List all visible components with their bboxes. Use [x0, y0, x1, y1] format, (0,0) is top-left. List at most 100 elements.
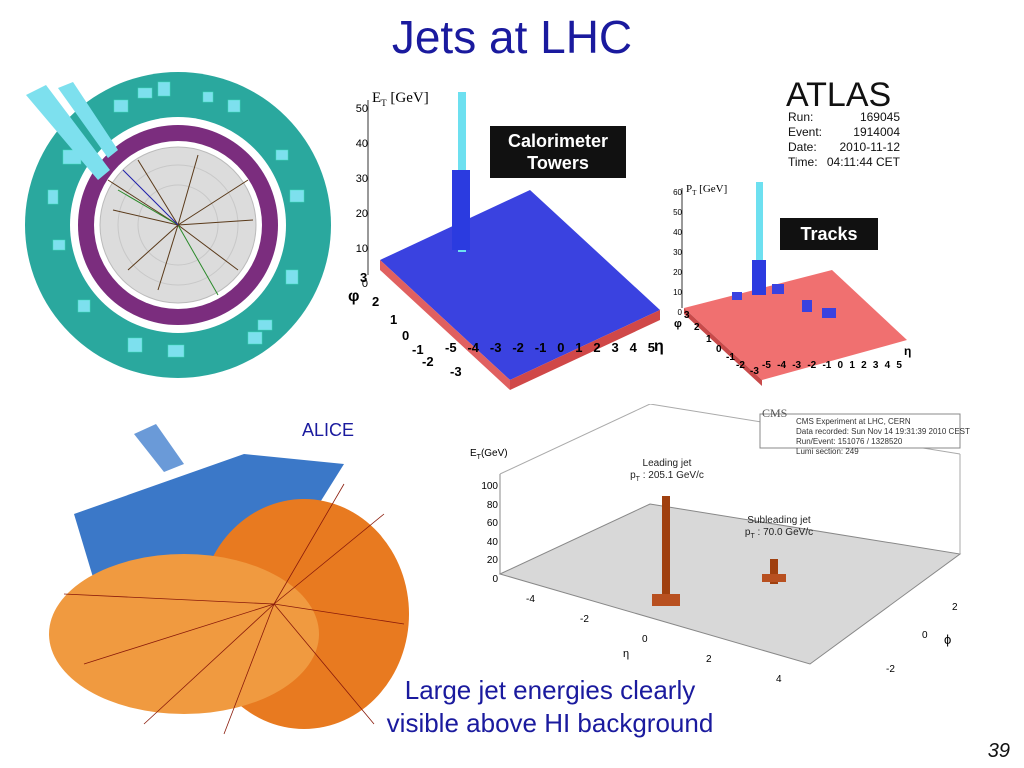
- cms-z-sub: T: [476, 454, 481, 461]
- cms-z-tick: 60: [486, 518, 498, 529]
- tracks-z-tick: 20: [673, 268, 682, 277]
- cms-z-tick: 40: [486, 536, 498, 548]
- tracks-eta-tick: -4: [777, 360, 787, 371]
- tracks-phi-tick: -2: [736, 360, 745, 371]
- tracks-eta-tick: 5: [896, 360, 902, 371]
- calo-eta-tick: 1: [575, 340, 583, 355]
- atlas-calo-z-axis-title: ET [GeV]: [372, 90, 429, 108]
- caption-line: visible above HI background: [386, 708, 714, 738]
- calo-eta-tick: 3: [611, 340, 619, 355]
- cms-z-axis-title: ET(GeV): [470, 448, 508, 461]
- cms-info-line: CMS Experiment at LHC, CERN: [796, 417, 911, 426]
- calo-label-line1: Calorimeter: [507, 131, 609, 151]
- atlas-info-row: Time: 04:11:44 CET: [788, 155, 900, 170]
- leading-jet-pt: p: [630, 470, 636, 481]
- atlas-info-row: Event: 1914004: [788, 125, 900, 140]
- calo-z-tick: 40: [355, 138, 368, 150]
- tracks-z-ticks: 60 50 40 30 20 10 0: [668, 183, 682, 323]
- cms-phi-axis-title: ϕ: [944, 632, 952, 647]
- calo-eta-tick: 2: [593, 340, 601, 355]
- caption-line: Large jet energies clearly: [404, 675, 696, 705]
- alice-event-display: [49, 424, 409, 735]
- cms-z-tick: 80: [486, 499, 498, 511]
- tracks-z-tick: 60: [673, 188, 682, 197]
- calo-eta-tick: -4: [467, 340, 479, 355]
- cms-z-unit: (GeV): [480, 448, 508, 459]
- leading-jet-title: Leading jet: [642, 458, 692, 469]
- cms-info-line: Run/Event: 151076 / 1328520: [796, 437, 903, 446]
- subleading-jet-value: : 70.0 GeV/c: [754, 527, 814, 538]
- tracks-eta-tick: -2: [807, 360, 817, 371]
- tracks-phi-tick: 2: [694, 322, 700, 333]
- calo-eta-tick: -2: [512, 340, 524, 355]
- tracks-z-tick: 10: [673, 288, 682, 297]
- cms-phi-tick: -2: [886, 664, 895, 675]
- calo-label-line2: Towers: [527, 153, 589, 173]
- page-number: 39: [987, 740, 1010, 762]
- leading-jet-label: Leading jet pT : 205.1 GeV/c: [612, 458, 722, 486]
- calo-z-sub: T: [381, 98, 387, 108]
- cms-run-info: CMS Experiment at LHC, CERN Data recorde…: [796, 417, 970, 457]
- tracks-eta-tick: 4: [884, 360, 891, 371]
- calo-phi-axis-title: φ: [348, 288, 360, 305]
- atlas-tracks-lego-plot: [681, 182, 907, 386]
- atlas-logo: ATLAS: [786, 76, 892, 114]
- tracks-z-label: P: [686, 183, 693, 195]
- info-key: Event:: [788, 125, 823, 139]
- cms-eta-axis-title: η: [623, 648, 630, 660]
- info-value: 1914004: [853, 125, 900, 139]
- tracks-z-axis-title: PT [GeV]: [686, 183, 727, 197]
- cms-z-tick: 100: [481, 481, 498, 492]
- calo-eta-tick: 4: [629, 340, 637, 355]
- tracks-z-tick: 30: [673, 248, 682, 257]
- atlas-calorimeter-lego-plot: [367, 92, 660, 390]
- calo-phi-tick: 0: [402, 328, 410, 343]
- tracks-phi-tick: 1: [706, 334, 712, 345]
- atlas-event-display: [25, 72, 331, 378]
- tracks-z-unit: [GeV]: [699, 183, 728, 195]
- cms-eta-ticks: -4 -2 0 2 4: [520, 590, 790, 685]
- calo-phi-tick: 3: [360, 270, 368, 285]
- info-key: Date:: [788, 140, 817, 154]
- cms-eta-tick: 4: [776, 674, 782, 685]
- calo-eta-tick: 0: [557, 340, 565, 355]
- calo-z-tick: 20: [355, 208, 368, 220]
- calo-eta-tick: -3: [489, 340, 502, 355]
- info-value: 04:11:44 CET: [826, 155, 900, 169]
- cms-phi-ticks: 2 0 -2: [880, 600, 960, 676]
- subleading-jet-title: Subleading jet: [747, 515, 811, 526]
- tracks-eta-ticks: -5 -4 -3 -2 -1 0 1 2 3 4 5: [762, 360, 902, 371]
- tracks-eta-tick: 0: [837, 360, 844, 371]
- calo-z-tick: 0: [361, 278, 368, 290]
- tracks-phi-tick: 0: [716, 344, 722, 355]
- tracks-z-tick: 50: [673, 208, 682, 217]
- calo-phi-tick: -3: [450, 364, 462, 379]
- alice-label: ALICE: [302, 420, 355, 440]
- atlas-run-info: Run: 169045 Event: 1914004 Date: 2010-11…: [788, 110, 900, 174]
- leading-jet-value: : 205.1 GeV/c: [639, 470, 704, 481]
- slide-title: Jets at LHC: [391, 11, 633, 63]
- tracks-phi-axis-title: φ: [674, 318, 682, 330]
- cms-z-tick: 20: [486, 555, 498, 566]
- tracks-phi-tick: -3: [750, 366, 759, 377]
- tracks-phi-tick: -1: [726, 352, 735, 363]
- subleading-jet-label: Subleading jet pT : 70.0 GeV/c: [724, 515, 834, 543]
- calo-z-tick: 50: [355, 103, 368, 115]
- calo-eta-tick: -1: [534, 340, 547, 355]
- calo-phi-tick: -2: [422, 354, 434, 369]
- info-value: 2010-11-12: [839, 140, 901, 154]
- slide-caption: Large jet energies clearly visible above…: [360, 674, 740, 740]
- info-key: Time:: [788, 155, 818, 169]
- cms-phi-tick: 0: [922, 630, 928, 641]
- calo-z-unit: [GeV]: [390, 90, 429, 106]
- calo-eta-tick: 5: [647, 340, 655, 355]
- cms-info-line: Lumi section: 249: [796, 447, 859, 456]
- cms-z-tick: 0: [492, 573, 498, 585]
- tracks-z-tick: 0: [677, 308, 682, 317]
- calo-eta-tick: -5: [445, 340, 457, 355]
- tracks-eta-tick: -1: [822, 360, 832, 371]
- calo-z-label: E: [372, 90, 382, 106]
- tracks-eta-tick: 1: [849, 360, 855, 371]
- calo-z-tick: 30: [355, 173, 368, 185]
- calo-z-tick: 10: [355, 243, 368, 255]
